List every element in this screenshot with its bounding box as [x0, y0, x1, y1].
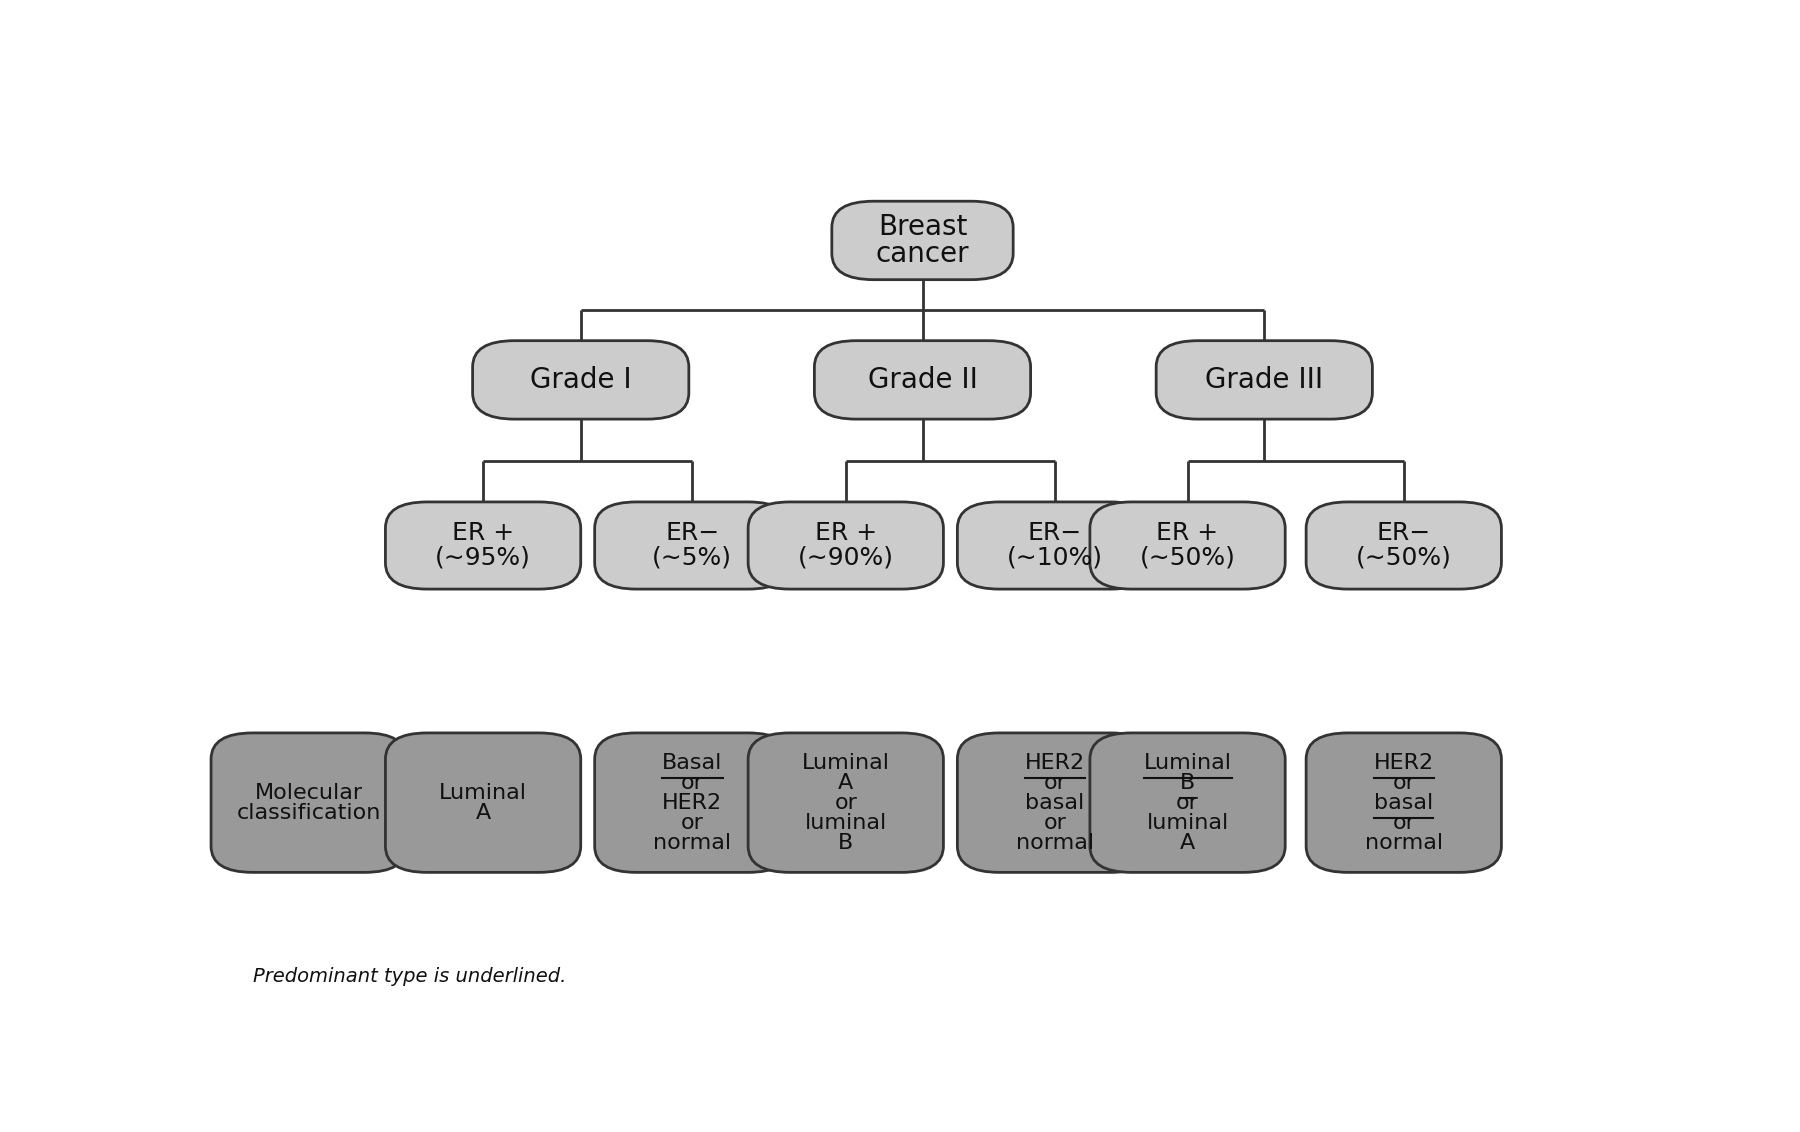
Text: B: B — [1181, 773, 1195, 792]
FancyBboxPatch shape — [594, 501, 790, 589]
Text: Basal: Basal — [662, 753, 722, 772]
Text: classification: classification — [236, 803, 382, 823]
Text: normal: normal — [653, 833, 731, 852]
FancyBboxPatch shape — [958, 732, 1152, 873]
Text: or: or — [1393, 813, 1415, 833]
Text: luminal: luminal — [1147, 813, 1229, 833]
Text: (∼95%): (∼95%) — [436, 546, 531, 569]
Text: Luminal: Luminal — [1143, 753, 1231, 772]
Text: (∼10%): (∼10%) — [1006, 546, 1103, 569]
Text: Breast: Breast — [878, 213, 967, 241]
FancyBboxPatch shape — [749, 732, 943, 873]
FancyBboxPatch shape — [814, 341, 1031, 419]
FancyBboxPatch shape — [594, 732, 790, 873]
Text: or: or — [680, 773, 704, 792]
Text: B: B — [839, 833, 853, 852]
Text: normal: normal — [1015, 833, 1094, 852]
Text: ER +: ER + — [452, 522, 515, 546]
Text: cancer: cancer — [875, 240, 970, 267]
FancyBboxPatch shape — [1089, 732, 1285, 873]
Text: (∼50%): (∼50%) — [1355, 546, 1453, 569]
FancyBboxPatch shape — [1307, 501, 1501, 589]
Text: or: or — [1044, 773, 1066, 792]
Text: HER2: HER2 — [1373, 753, 1435, 772]
Text: or: or — [1044, 813, 1066, 833]
Text: Grade III: Grade III — [1206, 366, 1323, 394]
Text: (∼50%): (∼50%) — [1139, 546, 1235, 569]
Text: Predominant type is underlined.: Predominant type is underlined. — [252, 967, 567, 986]
Text: HER2: HER2 — [1024, 753, 1085, 772]
Text: A: A — [839, 773, 853, 792]
Text: (∼5%): (∼5%) — [652, 546, 733, 569]
Text: basal: basal — [1026, 792, 1085, 813]
Text: ER−: ER− — [1377, 522, 1431, 546]
Text: normal: normal — [1364, 833, 1444, 852]
Text: ER−: ER− — [666, 522, 720, 546]
FancyBboxPatch shape — [1089, 501, 1285, 589]
FancyBboxPatch shape — [749, 501, 943, 589]
Text: basal: basal — [1373, 792, 1433, 813]
Text: ER +: ER + — [1156, 522, 1219, 546]
FancyBboxPatch shape — [385, 732, 581, 873]
FancyBboxPatch shape — [958, 501, 1152, 589]
Text: HER2: HER2 — [662, 792, 722, 813]
Text: Grade I: Grade I — [529, 366, 632, 394]
Text: (∼90%): (∼90%) — [797, 546, 895, 569]
Text: or: or — [680, 813, 704, 833]
FancyBboxPatch shape — [385, 501, 581, 589]
Text: or: or — [1175, 792, 1199, 813]
Text: ER−: ER− — [1028, 522, 1082, 546]
FancyBboxPatch shape — [473, 341, 689, 419]
Text: ER +: ER + — [815, 522, 877, 546]
Text: luminal: luminal — [805, 813, 887, 833]
Text: A: A — [1181, 833, 1195, 852]
Text: Molecular: Molecular — [254, 782, 364, 803]
FancyBboxPatch shape — [1156, 341, 1372, 419]
FancyBboxPatch shape — [1307, 732, 1501, 873]
Text: Luminal: Luminal — [801, 753, 889, 772]
Text: or: or — [835, 792, 857, 813]
Text: Luminal: Luminal — [439, 782, 527, 803]
FancyBboxPatch shape — [832, 201, 1013, 280]
Text: or: or — [1393, 773, 1415, 792]
FancyBboxPatch shape — [211, 732, 407, 873]
Text: A: A — [475, 803, 491, 823]
Text: Grade II: Grade II — [868, 366, 977, 394]
